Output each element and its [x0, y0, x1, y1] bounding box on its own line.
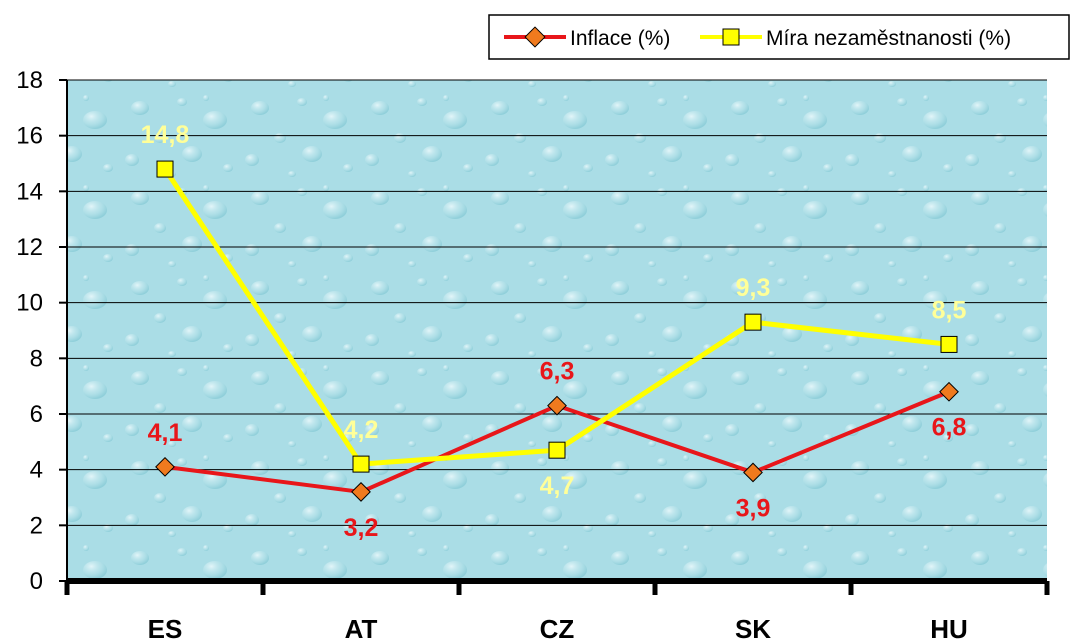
legend-box: [488, 14, 1070, 60]
data-label-inflace-sk: 3,9: [736, 494, 771, 522]
legend-marker-inflace: [524, 26, 546, 48]
marker-inflace-hu: [939, 381, 959, 402]
data-label-inflace-es: 4,1: [148, 419, 183, 447]
data-label-nezamestnanost-hu: 8,5: [932, 296, 967, 324]
y-tick-label: 0: [30, 568, 43, 595]
marker-nezamestnanost-sk: [744, 313, 762, 331]
marker-inflace-at: [351, 482, 371, 502]
data-label-nezamestnanost-at: 4,2: [344, 416, 379, 444]
axes: [59, 79, 1050, 595]
legend-marker-nezamestnanost: [722, 28, 740, 46]
legend-label-nezamestnanost: Míra nezaměstnanosti (%): [766, 27, 1011, 50]
plot-area: [67, 80, 1047, 581]
marker-inflace-sk: [743, 462, 763, 483]
x-tick-label-sk: SK: [735, 614, 771, 644]
gridlines: [67, 79, 1047, 526]
y-axis-ticks: 0 2 4 6 8 10 12 14 16 18: [16, 67, 43, 595]
data-label-inflace-at: 3,2: [344, 514, 379, 542]
data-label-inflace-cz: 6,3: [540, 358, 575, 386]
x-tick-label-es: ES: [148, 614, 183, 644]
y-tick-label: 2: [30, 512, 43, 539]
marker-nezamestnanost-at: [352, 455, 370, 473]
data-label-inflace-hu: 6,8: [932, 414, 967, 442]
legend: Inflace (%) Míra nezaměstnanosti (%): [488, 14, 1070, 60]
y-tick-label: 16: [16, 123, 43, 150]
y-tick-label: 12: [16, 234, 43, 261]
marker-nezamestnanost-hu: [940, 335, 958, 353]
series-markers: [155, 160, 959, 502]
y-tick-label: 14: [16, 178, 43, 205]
data-label-nezamestnanost-sk: 9,3: [736, 274, 771, 302]
x-tick-label-hu: HU: [930, 614, 968, 644]
x-tick-label-at: AT: [345, 614, 378, 644]
marker-nezamestnanost-es: [156, 160, 174, 178]
y-tick-label: 4: [30, 457, 43, 484]
data-label-nezamestnanost-cz: 4,7: [540, 472, 575, 500]
x-axis-ticks: ES AT CZ SK HU: [148, 614, 968, 644]
marker-nezamestnanost-cz: [548, 441, 566, 459]
y-tick-label: 8: [30, 345, 43, 372]
data-label-nezamestnanost-es: 14,8: [141, 121, 190, 149]
data-labels: 4,1 3,2 6,3 3,9 6,8 14,8 4,2 4,7 9,3 8,5: [141, 121, 967, 542]
legend-label-inflace: Inflace (%): [570, 27, 670, 50]
y-tick-label: 6: [30, 401, 43, 428]
y-tick-label: 18: [16, 67, 43, 94]
y-tick-label: 10: [16, 290, 43, 317]
marker-inflace-cz: [547, 395, 567, 416]
marker-inflace-es: [155, 456, 175, 477]
x-tick-label-cz: CZ: [540, 614, 575, 644]
